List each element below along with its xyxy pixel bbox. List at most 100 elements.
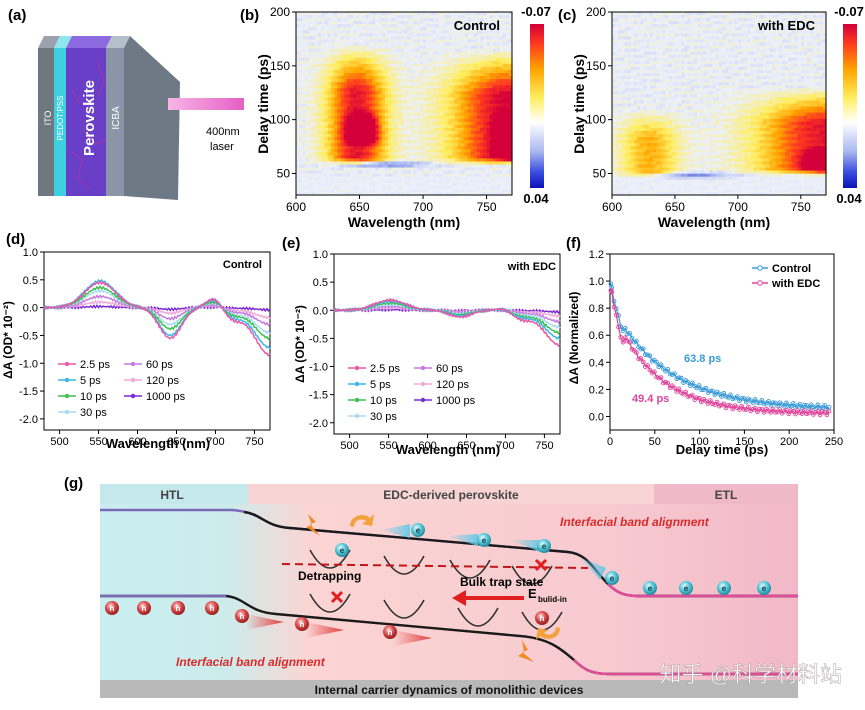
heatmap-cell [375,127,380,132]
heatmap-cell [365,33,370,37]
heatmap-cell [308,45,313,50]
heatmap-cell [350,158,354,163]
heatmap-cell [416,76,421,80]
heatmap-cell [321,140,326,144]
heatmap-cell [502,21,507,25]
heatmap-cell [461,88,465,92]
heatmap-cell [372,134,377,138]
heatmap-cell [621,130,626,135]
heatmap-cell [416,63,421,68]
heatmap-cell [467,76,472,80]
heatmap-cell [397,164,402,169]
heatmap-cell [413,27,418,31]
heatmap-cell [652,12,657,16]
heatmap-cell [643,155,648,159]
heatmap-cell [327,179,332,184]
heatmap-cell [470,97,475,102]
heatmap-cell [394,94,399,98]
heatmap-cell [378,155,383,159]
heatmap-cell [499,134,504,138]
heatmap-cell [618,103,623,108]
heatmap-cell [492,12,497,16]
heatmap-cell [359,149,364,153]
heatmap-cell [419,54,424,59]
heatmap-cell [612,118,616,123]
heatmap-cell [505,179,510,184]
heatmap-cell [432,182,437,187]
heatmap-cell [305,164,310,169]
heatmap-cell [473,36,478,41]
heatmap-cell [384,69,389,74]
heatmap-cell [369,39,373,44]
heatmap-cell [473,140,478,144]
heatmap-cell [381,48,386,53]
heatmap-cell [381,179,386,184]
heatmap-cell [492,88,497,92]
heatmap-cell [445,149,450,153]
heatmap-cell [643,42,648,47]
heatmap-cell [630,33,635,37]
heatmap-cell [308,57,313,62]
heatmap-cell [627,91,632,95]
heatmap-cell [451,176,456,181]
heatmap-cell [473,39,478,44]
heatmap-cell [649,88,654,92]
heatmap-cell [426,51,431,56]
heatmap-cell [311,167,316,172]
heatmap-cell [470,167,475,172]
heatmap-cell [388,39,392,44]
heatmap-cell [502,66,507,71]
heatmap-cell [337,24,342,28]
heatmap-cell [375,182,380,187]
heatmap-cell [359,137,364,141]
heatmap-cell [432,51,437,56]
heatmap-cell [423,127,427,132]
heatmap-cell [505,76,510,80]
heatmap-cell [407,127,411,132]
heatmap-cell [365,161,370,166]
heatmap-cell [649,179,654,184]
heatmap-cell [394,161,399,166]
heatmap-cell [334,97,338,102]
heatmap-cell [643,130,648,135]
heatmap-cell [429,24,434,28]
heatmap-cell [324,94,329,98]
heatmap-cell [359,33,364,37]
heatmap-cell [334,100,338,105]
heatmap-cell [442,137,446,141]
heatmap-cell [350,57,354,62]
heatmap-cell [496,48,500,53]
heatmap-cell [486,91,491,95]
heatmap-cell [448,140,453,144]
heatmap-cell [423,109,427,114]
heatmap-cell [315,106,319,111]
heatmap-cell [302,179,307,184]
heatmap-cell [305,54,310,59]
heatmap-cell [643,15,648,19]
heatmap-cell [458,185,462,190]
heatmap-cell [423,79,427,83]
heatmap-cell [480,121,485,126]
heatmap-cell [413,188,418,193]
heatmap-cell [502,127,507,132]
heatmap-cell [413,54,418,59]
heatmap-cell [397,51,402,56]
heatmap-cell [350,33,354,37]
heatmap-cell [318,60,323,65]
heatmap-cell [308,155,313,159]
heatmap-cell [327,100,332,105]
heatmap-cell [299,27,303,31]
heatmap-cell [404,137,408,141]
heatmap-cell [435,39,440,44]
heatmap-cell [318,185,323,190]
heatmap-cell [305,185,310,190]
heatmap-cell [429,66,434,71]
heatmap-cell [419,191,424,196]
heatmap-cell [454,54,459,59]
heatmap-cell [621,103,626,108]
heatmap-cell [454,73,459,77]
heatmap-cell [416,30,421,34]
heatmap-cell [365,176,370,181]
heatmap-cell [334,109,338,114]
heatmap-cell [308,152,313,156]
